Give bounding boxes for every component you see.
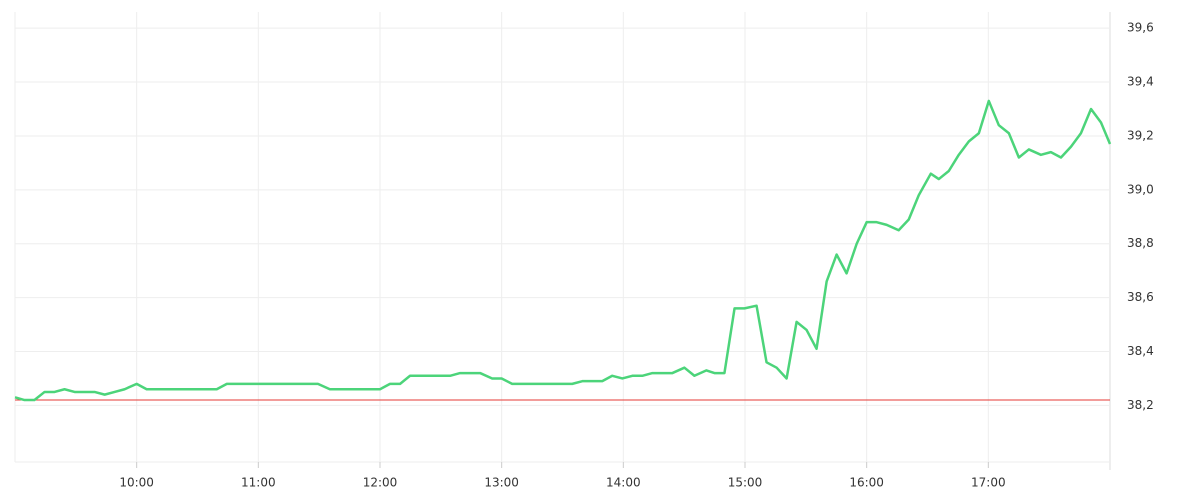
x-tick-label: 16:00 bbox=[849, 476, 884, 490]
x-tick-label: 14:00 bbox=[606, 476, 641, 490]
x-tick-label: 13:00 bbox=[484, 476, 519, 490]
x-tick-label: 15:00 bbox=[728, 476, 763, 490]
y-tick-label: 38,8 bbox=[1127, 236, 1154, 250]
x-tick-label: 17:00 bbox=[971, 476, 1006, 490]
y-tick-label: 39,6 bbox=[1127, 21, 1154, 35]
x-tick-label: 12:00 bbox=[363, 476, 398, 490]
y-tick-label: 39,0 bbox=[1127, 182, 1154, 196]
y-tick-label: 38,6 bbox=[1127, 290, 1154, 304]
y-tick-label: 39,4 bbox=[1127, 75, 1154, 89]
x-tick-label: 11:00 bbox=[241, 476, 276, 490]
y-tick-label: 39,2 bbox=[1127, 128, 1154, 142]
y-tick-label: 38,2 bbox=[1127, 398, 1154, 412]
y-tick-label: 38,4 bbox=[1127, 344, 1154, 358]
x-tick-label: 10:00 bbox=[119, 476, 154, 490]
line-series bbox=[14, 99, 1112, 402]
